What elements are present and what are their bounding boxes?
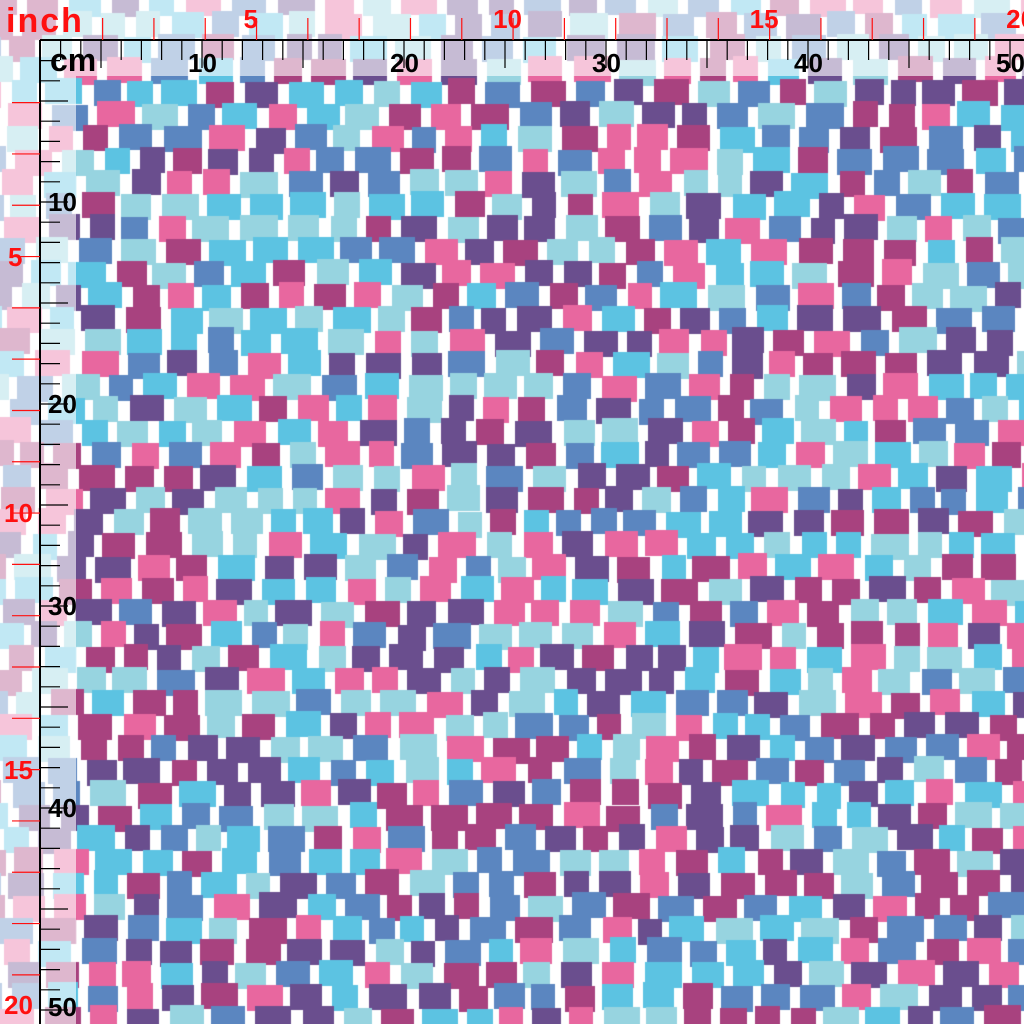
left-cm-label: 30 bbox=[48, 591, 77, 621]
top-ruler-overlay bbox=[0, 0, 1024, 76]
top-inch-label: 20 bbox=[1006, 4, 1024, 34]
left-inch-label: 10 bbox=[4, 498, 33, 529]
inch-unit-label: inch bbox=[6, 2, 84, 40]
left-inch-label: 15 bbox=[4, 754, 33, 785]
left-cm-label: 10 bbox=[48, 187, 77, 217]
left-inch-label: 5 bbox=[8, 241, 23, 272]
cm-unit-label: cm bbox=[50, 42, 97, 78]
left-inch-label: 20 bbox=[4, 990, 33, 1020]
top-inch-label: 5 bbox=[243, 4, 258, 34]
top-cm-label: 40 bbox=[794, 48, 823, 78]
left-cm-label: 40 bbox=[48, 793, 77, 823]
left-cm-label: 20 bbox=[48, 389, 77, 419]
top-cm-label: 20 bbox=[390, 48, 419, 78]
left-cm-label: 50 bbox=[48, 992, 77, 1022]
left-ruler-overlay bbox=[0, 76, 76, 1024]
top-cm-label: 30 bbox=[592, 48, 621, 78]
top-inch-label: 15 bbox=[749, 4, 779, 34]
top-inch-label: 10 bbox=[493, 4, 522, 34]
top-cm-label: 10 bbox=[188, 48, 217, 78]
top-cm-label: 50 bbox=[996, 48, 1024, 78]
